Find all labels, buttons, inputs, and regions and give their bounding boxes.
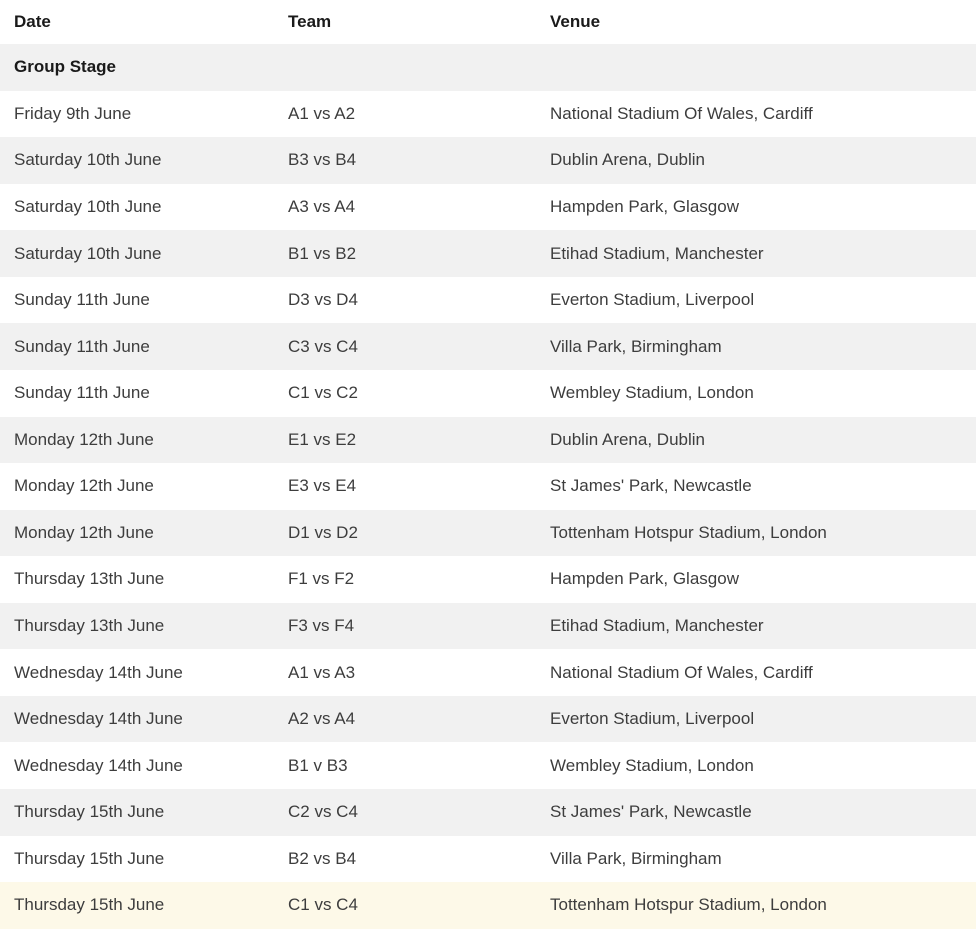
table-row: Thursday 15th June C1 vs C4 Tottenham Ho… — [0, 882, 976, 929]
venue-cell: Tottenham Hotspur Stadium, London — [550, 522, 827, 542]
date-cell: Thursday 15th June — [14, 848, 165, 868]
venue-cell: Dublin Arena, Dublin — [550, 150, 705, 170]
venue-cell: Wembley Stadium, London — [550, 755, 754, 775]
table-row: Thursday 15th June C2 vs C4 St James' Pa… — [0, 789, 976, 836]
venue-cell: Villa Park, Birmingham — [550, 336, 722, 356]
table-row: Sunday 11th June C3 vs C4 Villa Park, Bi… — [0, 323, 976, 370]
venue-cell: St James' Park, Newcastle — [550, 476, 752, 496]
table-body: Friday 9th June A1 vs A2 National Stadiu… — [0, 90, 980, 929]
venue-cell: St James' Park, Newcastle — [550, 802, 752, 822]
venue-cell: Hampden Park, Glasgow — [550, 196, 739, 216]
team-cell: F3 vs F4 — [288, 616, 355, 636]
team-cell: B2 vs B4 — [288, 848, 357, 868]
table-row: Wednesday 14th June A2 vs A4 Everton Sta… — [0, 695, 976, 743]
team-cell: A1 vs A3 — [288, 662, 356, 682]
table-row: Wednesday 14th June B1 v B3 Wembley Stad… — [0, 742, 976, 789]
date-cell: Saturday 10th June — [14, 196, 162, 216]
table-row: Saturday 10th June B1 vs B2 Etihad Stadi… — [0, 230, 976, 277]
table-row: Sunday 11th June C1 vs C2 Wembley Stadiu… — [0, 369, 976, 417]
date-cell: Thursday 15th June — [14, 895, 165, 915]
table-row: Thursday 13th June F1 vs F2 Hampden Park… — [0, 556, 976, 603]
table-row: Thursday 15th June B2 vs B4 Villa Park, … — [0, 835, 976, 883]
section-header-row: Group Stage — [0, 44, 976, 91]
table-row: Sunday 11th June D3 vs D4 Everton Stadiu… — [0, 276, 976, 324]
team-cell: D1 vs D2 — [288, 522, 358, 542]
team-cell: C1 vs C4 — [288, 895, 358, 915]
column-header-date: Date — [14, 12, 51, 31]
team-cell: A1 vs A2 — [288, 103, 356, 123]
venue-cell: National Stadium Of Wales, Cardiff — [550, 662, 813, 682]
venue-cell: Wembley Stadium, London — [550, 383, 754, 403]
date-cell: Sunday 11th June — [14, 336, 150, 356]
table-row: Saturday 10th June B3 vs B4 Dublin Arena… — [0, 137, 976, 184]
date-cell: Friday 9th June — [14, 103, 132, 123]
team-cell: C2 vs C4 — [288, 802, 358, 822]
date-cell: Monday 12th June — [14, 522, 154, 542]
date-cell: Wednesday 14th June — [14, 662, 183, 682]
date-cell: Thursday 13th June — [14, 569, 165, 589]
venue-cell: Everton Stadium, Liverpool — [550, 709, 755, 729]
team-cell: A2 vs A4 — [288, 709, 356, 729]
team-cell: E1 vs E2 — [288, 429, 357, 449]
table-row: Wednesday 14th June A1 vs A3 National St… — [0, 649, 976, 696]
venue-cell: Everton Stadium, Liverpool — [550, 290, 755, 310]
team-cell: C1 vs C2 — [288, 383, 358, 403]
date-cell: Monday 12th June — [14, 429, 154, 449]
date-cell: Monday 12th June — [14, 476, 154, 496]
venue-cell: Villa Park, Birmingham — [550, 848, 722, 868]
venue-cell: Etihad Stadium, Manchester — [550, 616, 764, 636]
team-cell: C3 vs C4 — [288, 336, 358, 356]
venue-cell: Tottenham Hotspur Stadium, London — [550, 895, 827, 915]
table-row: Monday 12th June E3 vs E4 St James' Park… — [0, 463, 976, 510]
table-row: Saturday 10th June A3 vs A4 Hampden Park… — [0, 183, 976, 231]
date-cell: Wednesday 14th June — [14, 709, 183, 729]
date-cell: Thursday 13th June — [14, 616, 165, 636]
date-cell: Thursday 15th June — [14, 802, 165, 822]
venue-cell: National Stadium Of Wales, Cardiff — [550, 103, 813, 123]
venue-cell: Etihad Stadium, Manchester — [550, 243, 764, 263]
column-header-venue: Venue — [550, 12, 601, 31]
date-cell: Saturday 10th June — [14, 150, 162, 170]
table-row: Friday 9th June A1 vs A2 National Stadiu… — [0, 90, 976, 138]
team-cell: D3 vs D4 — [288, 290, 358, 310]
date-cell: Sunday 11th June — [14, 383, 150, 403]
column-header-team: Team — [288, 12, 332, 31]
table-row: Thursday 13th June F3 vs F4 Etihad Stadi… — [0, 602, 976, 650]
date-cell: Wednesday 14th June — [14, 755, 183, 775]
team-cell: B3 vs B4 — [288, 150, 357, 170]
date-cell: Sunday 11th June — [14, 290, 150, 310]
team-cell: B1 v B3 — [288, 755, 348, 775]
venue-cell: Hampden Park, Glasgow — [550, 569, 739, 589]
team-cell: F1 vs F2 — [288, 569, 355, 589]
date-cell: Saturday 10th June — [14, 243, 162, 263]
team-cell: A3 vs A4 — [288, 196, 356, 216]
team-cell: E3 vs E4 — [288, 476, 357, 496]
table-row: Monday 12th June E1 vs E2 Dublin Arena, … — [0, 416, 976, 464]
table-header-row: Date Team Venue — [0, 0, 976, 44]
table-row: Monday 12th June D1 vs D2 Tottenham Hots… — [0, 509, 976, 557]
venue-cell: Dublin Arena, Dublin — [550, 429, 705, 449]
team-cell: B1 vs B2 — [288, 243, 357, 263]
section-title: Group Stage — [14, 57, 117, 77]
